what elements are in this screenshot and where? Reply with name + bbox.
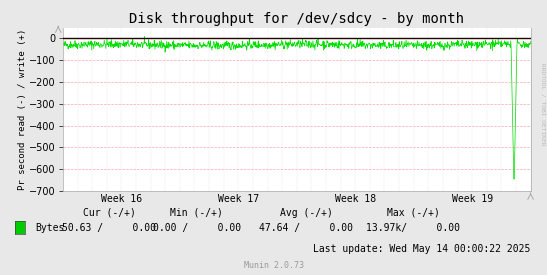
Text: RRDTOOL / TOBI OETIKER: RRDTOOL / TOBI OETIKER — [541, 63, 546, 146]
Title: Disk throughput for /dev/sdcy - by month: Disk throughput for /dev/sdcy - by month — [129, 12, 464, 26]
Text: 47.64 /     0.00: 47.64 / 0.00 — [259, 223, 353, 233]
Text: Bytes: Bytes — [36, 223, 65, 233]
Text: Cur (-/+): Cur (-/+) — [83, 208, 136, 218]
Text: Min (-/+): Min (-/+) — [171, 208, 223, 218]
Text: 13.97k/     0.00: 13.97k/ 0.00 — [366, 223, 460, 233]
Text: 0.00 /     0.00: 0.00 / 0.00 — [153, 223, 241, 233]
Text: Avg (-/+): Avg (-/+) — [280, 208, 333, 218]
Text: Max (-/+): Max (-/+) — [387, 208, 439, 218]
Text: Last update: Wed May 14 00:00:22 2025: Last update: Wed May 14 00:00:22 2025 — [313, 244, 531, 254]
Text: 50.63 /     0.00: 50.63 / 0.00 — [62, 223, 156, 233]
Y-axis label: Pr second read (-) / write (+): Pr second read (-) / write (+) — [18, 29, 27, 190]
Text: Munin 2.0.73: Munin 2.0.73 — [243, 261, 304, 270]
